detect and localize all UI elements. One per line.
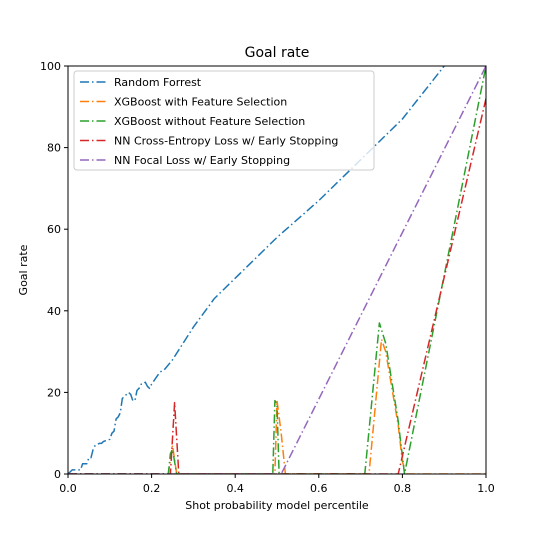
- x-axis-label: Shot probability model percentile: [185, 499, 369, 512]
- legend-label: XGBoost with Feature Selection: [114, 96, 287, 109]
- legend-label: XGBoost without Feature Selection: [114, 115, 305, 128]
- y-axis-label: Goal rate: [17, 244, 30, 295]
- x-tick-label: 0.6: [310, 482, 328, 495]
- chart-title: Goal rate: [245, 45, 310, 61]
- legend-label: Random Forrest: [114, 76, 202, 89]
- plot-frame: [67, 65, 487, 475]
- series-line-5: [68, 66, 486, 474]
- y-tick-label: 20: [47, 386, 61, 399]
- legend: Random Forrest XGBoost with Feature Selec…: [73, 70, 375, 171]
- y-tick-label: 80: [47, 142, 61, 155]
- legend-label: NN Focal Loss w/ Early Stopping: [114, 154, 290, 167]
- x-tick-label: 0.0: [59, 482, 77, 495]
- series-line-1: [68, 66, 445, 474]
- plot-area: [67, 65, 487, 475]
- x-tick-label: 1.0: [477, 482, 495, 495]
- series-line-4: [68, 98, 486, 474]
- legend-frame: [73, 70, 375, 171]
- y-tick-label: 40: [47, 305, 61, 318]
- x-axis: 0.0 0.2 0.4 0.6 0.8 1.0: [59, 474, 495, 495]
- x-tick-label: 0.4: [226, 482, 244, 495]
- y-tick-label: 100: [40, 60, 61, 73]
- y-axis: 0 20 40 60 80 100: [40, 60, 68, 481]
- y-tick-label: 60: [47, 223, 61, 236]
- y-tick-label: 0: [54, 468, 61, 481]
- x-tick-label: 0.8: [394, 482, 412, 495]
- legend-label: NN Cross-Entropy Loss w/ Early Stopping: [114, 135, 338, 148]
- x-tick-label: 0.2: [143, 482, 161, 495]
- series-layer: [68, 66, 486, 474]
